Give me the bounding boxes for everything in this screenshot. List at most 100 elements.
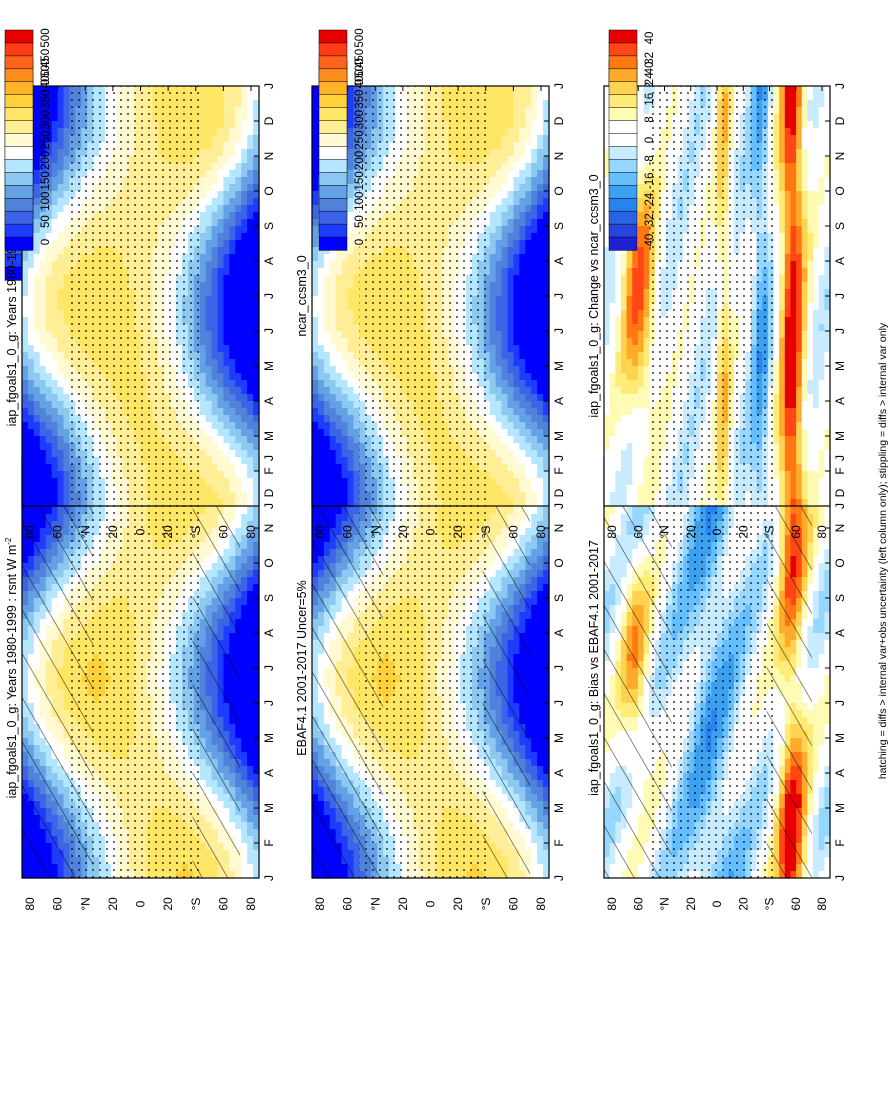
heatmap-cell [247,556,254,564]
heatmap-cell [33,373,41,381]
colorbar-label: 150 [40,171,52,190]
heatmap-cell [223,240,230,248]
heatmap-cell [27,324,35,332]
heatmap-cell [63,366,70,374]
month-tick-label: D [262,488,276,497]
heatmap-cell [33,149,41,157]
heatmap-cell [45,401,53,409]
heatmap-cell [63,387,70,395]
heatmap-cell [39,478,47,486]
heatmap-cell [217,142,225,150]
heatmap-cell [63,156,70,164]
heatmap-cell [217,401,225,409]
heatmap-cell [241,808,248,816]
heatmap-cell [45,485,53,493]
heatmap-cell [241,654,248,662]
heatmap-cell [253,542,260,550]
colorbar-swatch [4,81,34,96]
heatmap-cell [235,443,242,451]
heatmap-cell [45,359,53,367]
heatmap-cell [241,457,248,465]
heatmap-cell [253,759,260,767]
heatmap-cell [51,254,59,262]
heatmap-cell [205,415,213,423]
heatmap-cell [205,142,213,150]
heatmap-cell [241,401,248,409]
heatmap-cell [253,675,260,683]
heatmap-cell [247,443,254,451]
heatmap-cell [51,310,59,318]
heatmap-cell [229,121,236,129]
heatmap-cell [199,114,207,122]
heatmap-cell [247,703,254,711]
heatmap-cell [223,373,230,381]
heatmap-cell [199,226,207,234]
heatmap-cell [247,436,254,444]
heatmap-cell [247,535,254,543]
heatmap-cell [247,759,254,767]
heatmap-cell [211,205,219,213]
month-tick-label: M [262,803,276,813]
heatmap-cell [57,331,65,339]
heatmap-cell [241,121,248,129]
heatmap-cell [22,478,29,486]
heatmap-cell [57,254,65,262]
heatmap-cell [205,240,213,248]
heatmap-cell [253,549,260,557]
heatmap-cell [247,794,254,802]
heatmap-cell [217,345,225,353]
heatmap-cell [229,282,236,290]
heatmap-cell [247,394,254,402]
heatmap-cell [223,296,230,304]
heatmap-cell [33,485,41,493]
heatmap-cell [253,703,260,711]
heatmap-cell [63,177,70,185]
heatmap-cell [57,464,65,472]
heatmap-cell [253,801,260,809]
heatmap-cell [205,436,213,444]
heatmap-cell [27,261,35,269]
heatmap-cell [241,450,248,458]
heatmap-cell [63,499,70,507]
heatmap-cell [57,415,65,423]
heatmap-cell [241,247,248,255]
heatmap-cell [57,317,65,325]
heatmap-cell [211,191,219,199]
heatmap-cell [247,177,254,185]
heatmap-cell [253,654,260,662]
heatmap-cell [22,303,29,311]
heatmap-cell [241,542,248,550]
heatmap-cell [235,240,242,248]
heatmap-cell [51,359,59,367]
heatmap-cell [223,478,230,486]
heatmap-cell [241,107,248,115]
heatmap-cell [199,177,207,185]
heatmap-cell [247,401,254,409]
heatmap-cell [253,731,260,739]
heatmap-cell [223,422,230,430]
heatmap-cell [247,542,254,550]
heatmap-cell [199,135,207,143]
heatmap-cell [27,429,35,437]
heatmap-cell [27,485,35,493]
heatmap-cell [217,163,225,171]
heatmap-cell [51,471,59,479]
heatmap-cell [63,184,70,192]
heatmap-cell [33,443,41,451]
heatmap-cell [223,184,230,192]
heatmap-cell [199,443,207,451]
heatmap-cell [63,142,70,150]
heatmap-cell [253,773,260,781]
heatmap-cell [235,324,242,332]
heatmap-cell [253,640,260,648]
heatmap-cell [241,549,248,557]
heatmap-cell [211,408,219,416]
heatmap-cell [51,100,59,108]
heatmap-cell [217,338,225,346]
heatmap-cell [33,121,41,129]
heatmap-cell [223,415,230,423]
heatmap-cell [217,380,225,388]
heatmap-cell [241,738,248,746]
heatmap-cell [205,261,213,269]
heatmap-cell [235,268,242,276]
